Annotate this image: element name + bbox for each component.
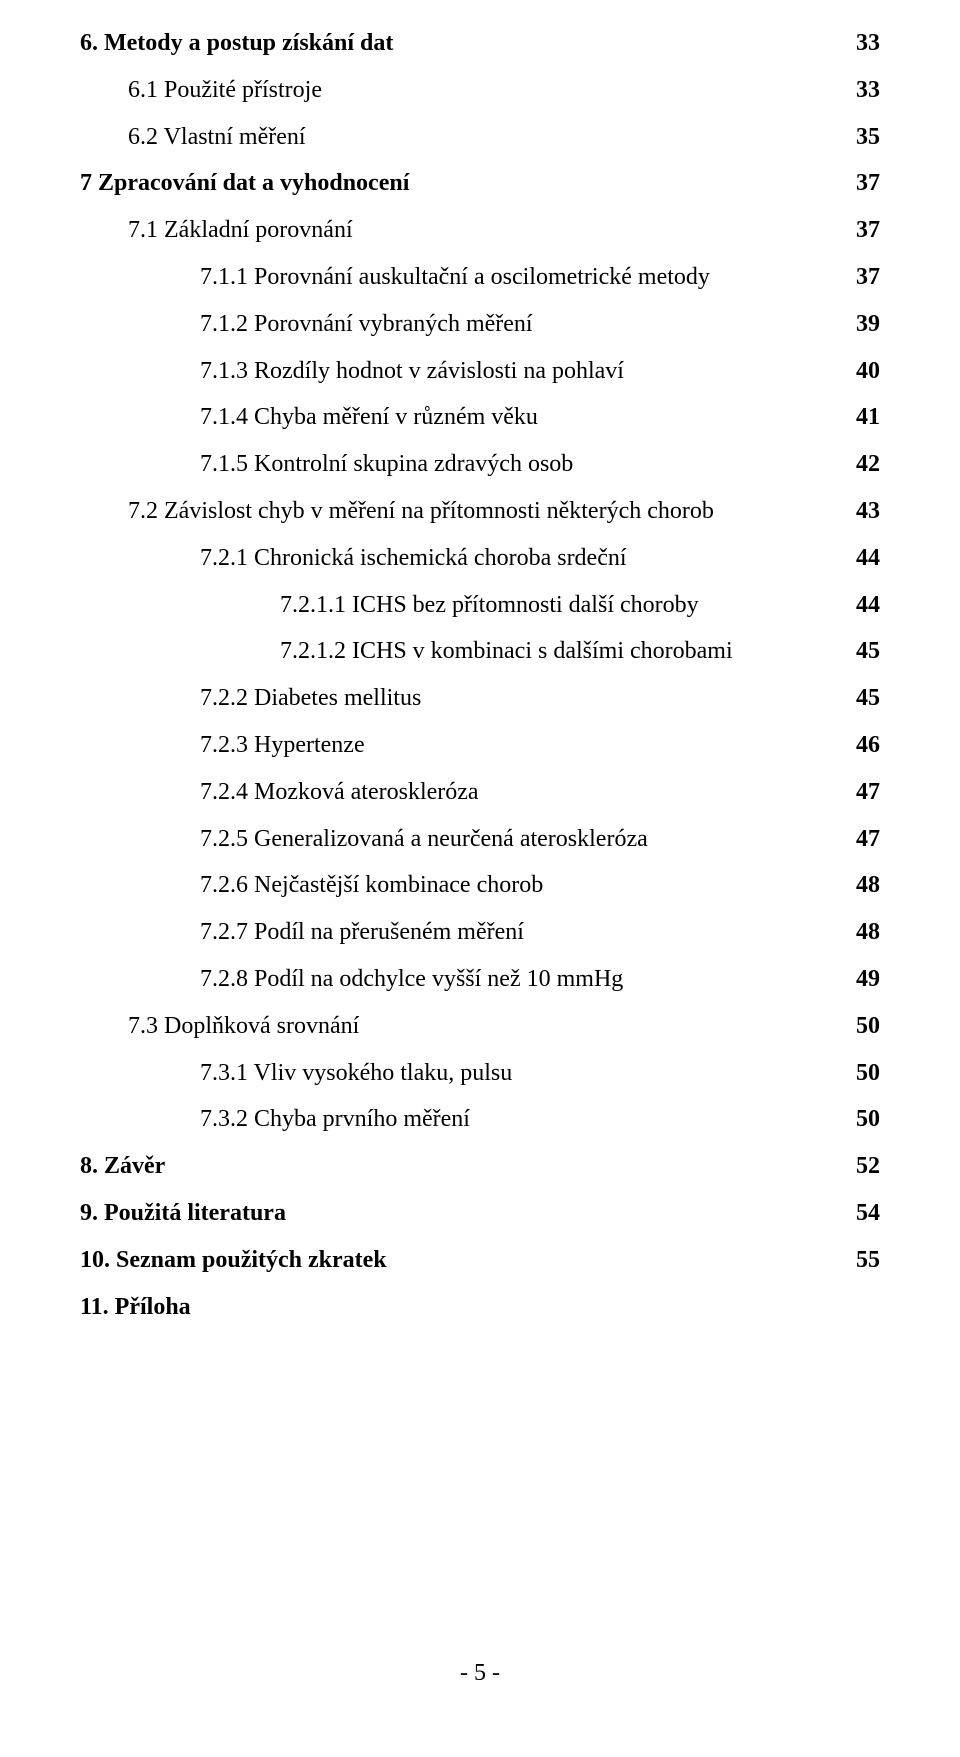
toc-label: 7.2.4 Mozková ateroskleróza — [80, 769, 840, 816]
toc-label: 7.1.2 Porovnání vybraných měření — [80, 301, 840, 348]
toc-page-number: 50 — [840, 1050, 880, 1097]
toc-row: 6. Metody a postup získání dat33 — [80, 20, 880, 67]
toc-label: 7.2.1 Chronická ischemická choroba srdeč… — [80, 535, 840, 582]
toc-page-number: 48 — [840, 909, 880, 956]
toc-label: 7.2 Závislost chyb v měření na přítomnos… — [80, 488, 840, 535]
toc-page-number: 44 — [840, 535, 880, 582]
toc-label: 7.1.3 Rozdíly hodnot v závislosti na poh… — [80, 348, 840, 395]
toc-label: 10. Seznam použitých zkratek — [80, 1237, 840, 1284]
toc-page-number: 37 — [840, 160, 880, 207]
toc-row: 7.2.6 Nejčastější kombinace chorob48 — [80, 862, 880, 909]
toc-page-number: 46 — [840, 722, 880, 769]
toc-label: 11. Příloha — [80, 1284, 840, 1331]
toc-page-number: 52 — [840, 1143, 880, 1190]
toc-page-number: 44 — [840, 582, 880, 629]
toc-label: 7.3.1 Vliv vysokého tlaku, pulsu — [80, 1050, 840, 1097]
toc-row: 7.2.1.1 ICHS bez přítomnosti další choro… — [80, 582, 880, 629]
toc-page-number: 35 — [840, 114, 880, 161]
toc-label: 6.1 Použité přístroje — [80, 67, 840, 114]
toc-row: 7.1.1 Porovnání auskultační a oscilometr… — [80, 254, 880, 301]
page-number: - 5 - — [460, 1660, 500, 1686]
toc-label: 7.2.7 Podíl na přerušeném měření — [80, 909, 840, 956]
toc-label: 7.1 Základní porovnání — [80, 207, 840, 254]
toc-label: 7 Zpracování dat a vyhodnocení — [80, 160, 840, 207]
toc-label: 8. Závěr — [80, 1143, 840, 1190]
toc-label: 6. Metody a postup získání dat — [80, 20, 840, 67]
toc-row: 7.2.7 Podíl na přerušeném měření48 — [80, 909, 880, 956]
page-footer: - 5 - — [80, 1650, 880, 1697]
toc-row: 7.2.2 Diabetes mellitus45 — [80, 675, 880, 722]
toc-page-number: 42 — [840, 441, 880, 488]
toc-page-number: 47 — [840, 816, 880, 863]
toc-label: 7.2.3 Hypertenze — [80, 722, 840, 769]
toc-row: 11. Příloha — [80, 1284, 880, 1331]
toc-page-number: 48 — [840, 862, 880, 909]
toc-row: 8. Závěr52 — [80, 1143, 880, 1190]
toc-page-number: 39 — [840, 301, 880, 348]
toc-page-number: 50 — [840, 1003, 880, 1050]
toc-label: 7.3 Doplňková srovnání — [80, 1003, 840, 1050]
toc-label: 7.1.5 Kontrolní skupina zdravých osob — [80, 441, 840, 488]
toc-row: 7.1.3 Rozdíly hodnot v závislosti na poh… — [80, 348, 880, 395]
toc-row: 7.3.1 Vliv vysokého tlaku, pulsu50 — [80, 1050, 880, 1097]
toc-row: 6.2 Vlastní měření35 — [80, 114, 880, 161]
toc-page-number: 43 — [840, 488, 880, 535]
toc-row: 7.1 Základní porovnání37 — [80, 207, 880, 254]
toc-page-number: 33 — [840, 20, 880, 67]
toc-page-number: 33 — [840, 67, 880, 114]
toc-label: 7.1.1 Porovnání auskultační a oscilometr… — [80, 254, 840, 301]
toc-page-number: 40 — [840, 348, 880, 395]
toc-row: 7.2.1.2 ICHS v kombinaci s dalšími choro… — [80, 628, 880, 675]
toc-label: 7.3.2 Chyba prvního měření — [80, 1096, 840, 1143]
toc-row: 7.2.1 Chronická ischemická choroba srdeč… — [80, 535, 880, 582]
toc-label: 7.2.1.1 ICHS bez přítomnosti další choro… — [80, 582, 840, 629]
toc-label: 7.2.5 Generalizovaná a neurčená ateroskl… — [80, 816, 840, 863]
toc-row: 10. Seznam použitých zkratek55 — [80, 1237, 880, 1284]
toc-label: 7.2.8 Podíl na odchylce vyšší než 10 mmH… — [80, 956, 840, 1003]
toc-row: 7 Zpracování dat a vyhodnocení37 — [80, 160, 880, 207]
toc-row: 7.2.4 Mozková ateroskleróza47 — [80, 769, 880, 816]
toc-row: 7.1.2 Porovnání vybraných měření39 — [80, 301, 880, 348]
toc-page-number: 50 — [840, 1096, 880, 1143]
toc-label: 7.2.1.2 ICHS v kombinaci s dalšími choro… — [80, 628, 840, 675]
toc-row: 7.2 Závislost chyb v měření na přítomnos… — [80, 488, 880, 535]
table-of-contents: 6. Metody a postup získání dat336.1 Použ… — [80, 20, 880, 1330]
toc-row: 7.2.8 Podíl na odchylce vyšší než 10 mmH… — [80, 956, 880, 1003]
toc-label: 7.2.6 Nejčastější kombinace chorob — [80, 862, 840, 909]
toc-page-number: 37 — [840, 207, 880, 254]
toc-page-number: 55 — [840, 1237, 880, 1284]
toc-label: 6.2 Vlastní měření — [80, 114, 840, 161]
toc-label: 9. Použitá literatura — [80, 1190, 840, 1237]
toc-label: 7.2.2 Diabetes mellitus — [80, 675, 840, 722]
toc-row: 7.3 Doplňková srovnání50 — [80, 1003, 880, 1050]
toc-page-number: 45 — [840, 628, 880, 675]
toc-page-number: 47 — [840, 769, 880, 816]
toc-row: 9. Použitá literatura54 — [80, 1190, 880, 1237]
toc-page-number: 37 — [840, 254, 880, 301]
toc-label: 7.1.4 Chyba měření v různém věku — [80, 394, 840, 441]
toc-page-number: 49 — [840, 956, 880, 1003]
toc-page-number: 41 — [840, 394, 880, 441]
toc-row: 6.1 Použité přístroje33 — [80, 67, 880, 114]
toc-page-number: 45 — [840, 675, 880, 722]
toc-row: 7.3.2 Chyba prvního měření50 — [80, 1096, 880, 1143]
toc-row: 7.1.4 Chyba měření v různém věku41 — [80, 394, 880, 441]
toc-row: 7.2.3 Hypertenze46 — [80, 722, 880, 769]
toc-row: 7.2.5 Generalizovaná a neurčená ateroskl… — [80, 816, 880, 863]
toc-row: 7.1.5 Kontrolní skupina zdravých osob42 — [80, 441, 880, 488]
toc-page-number: 54 — [840, 1190, 880, 1237]
